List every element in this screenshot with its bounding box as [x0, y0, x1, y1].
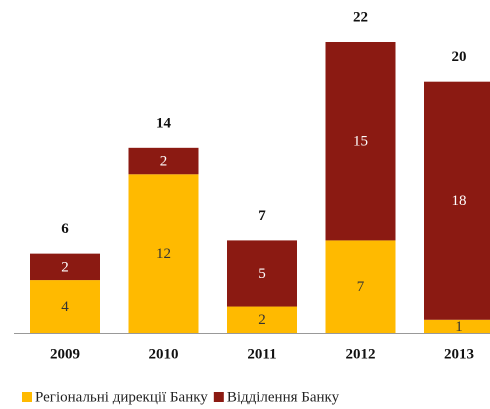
segment-label: 12	[156, 246, 171, 262]
segment-label: 4	[61, 299, 69, 315]
bar-segment	[30, 253, 100, 281]
segment-label: 15	[353, 134, 368, 150]
bar-segment	[424, 81, 490, 320]
bar-segment	[424, 319, 490, 333]
total-label: 6	[61, 221, 69, 237]
x-tick-label: 2009	[50, 346, 80, 362]
total-label: 14	[156, 115, 172, 131]
segment-label: 7	[357, 279, 365, 295]
bar-segment	[128, 147, 199, 175]
segment-label: 18	[452, 193, 467, 209]
segment-label: 1	[455, 319, 463, 335]
bar-segment	[227, 306, 297, 333]
x-tick-label: 2012	[346, 346, 376, 362]
legend-label: Регіональні дирекції Банку	[35, 389, 208, 405]
segment-label: 5	[258, 266, 266, 282]
bar-segment	[30, 280, 100, 333]
legend-swatch	[22, 392, 32, 402]
x-tick-label: 2011	[247, 346, 276, 362]
segment-label: 2	[258, 312, 266, 328]
bar-segment	[325, 240, 396, 333]
x-tick-label: 2010	[149, 346, 179, 362]
segment-label: 2	[160, 153, 168, 169]
bar-segment	[128, 174, 199, 333]
bar-segment	[227, 240, 297, 307]
segment-label: 2	[61, 259, 69, 275]
legend-swatch	[213, 392, 224, 402]
total-label: 20	[452, 49, 467, 65]
legend-label: Відділення Банку	[227, 389, 340, 405]
total-label: 22	[353, 9, 368, 25]
bar-segment	[325, 42, 396, 241]
total-label: 7	[258, 208, 266, 224]
x-tick-label: 2013	[444, 346, 474, 362]
